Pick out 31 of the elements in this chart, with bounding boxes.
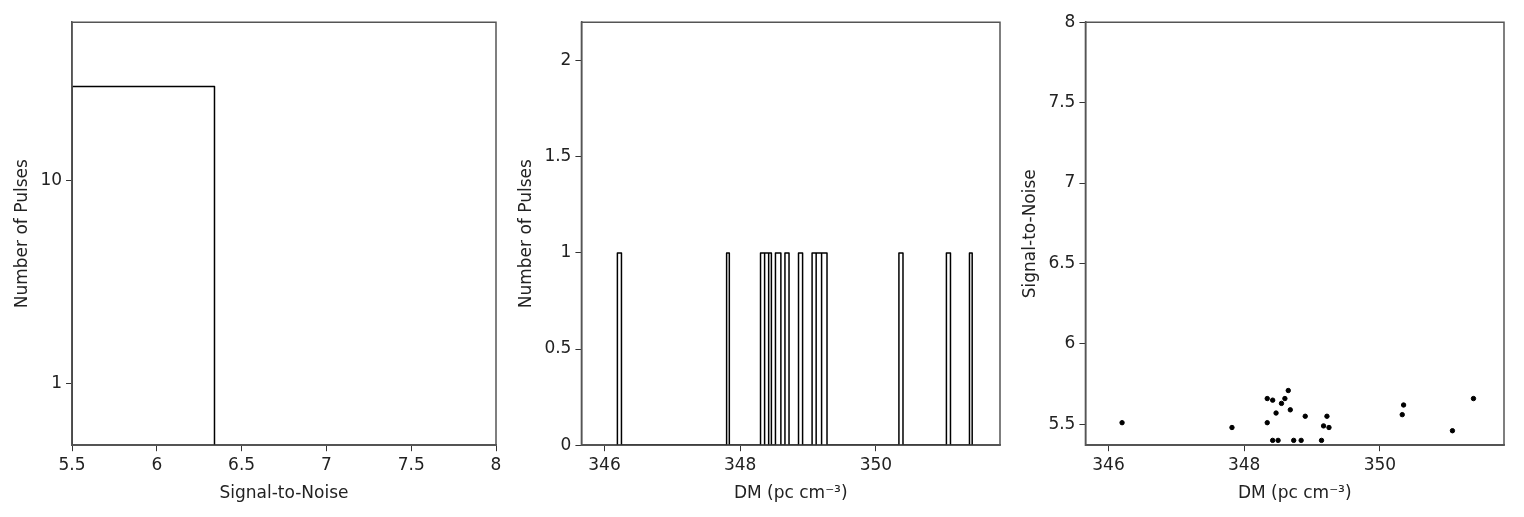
y-tick-label: 0 [560,433,572,454]
y-axis-title: Number of Pulses [514,159,535,309]
x-tick-label: 6 [151,453,163,474]
y-tick-label: 7.5 [1048,91,1076,112]
y-tick-label: 1.5 [544,145,572,166]
x-tick-label: 7.5 [397,453,425,474]
x-tick-label: 348 [1227,453,1261,474]
x-tick-label: 5.5 [58,453,86,474]
y-tick-label: 2 [560,49,572,70]
y-tick-label: 10 [40,168,63,189]
y-axis-title: Number of Pulses [10,159,31,309]
y-tick-label: 0.5 [544,337,572,358]
x-axis-title: DM (pc cm⁻³) [1237,482,1352,503]
y-tick-label: 6.5 [1048,251,1076,272]
x-axis-title: DM (pc cm⁻³) [733,482,848,503]
x-tick-label: 8 [490,453,502,474]
x-axis-title: Signal-to-Noise [219,482,349,503]
x-tick-label: 348 [723,453,757,474]
x-tick-label: 350 [1363,453,1397,474]
x-tick-label: 350 [859,453,893,474]
x-tick-label: 346 [588,453,621,474]
y-tick-label: 8 [1064,10,1076,31]
y-tick-label: 6 [1064,332,1076,353]
y-axis-title: Signal-to-Noise [1018,169,1039,299]
y-tick-label: 5.5 [1048,412,1076,433]
y-tick-label: 7 [1064,171,1076,192]
y-tick-label: 1 [560,241,572,262]
x-tick-label: 7 [321,453,332,474]
x-tick-label: 6.5 [228,453,256,474]
y-tick-label: 1 [51,372,63,393]
x-tick-label: 346 [1092,453,1125,474]
